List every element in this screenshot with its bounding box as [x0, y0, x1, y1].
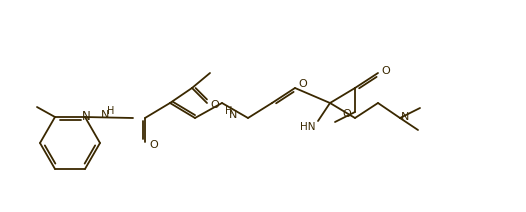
Text: O: O	[342, 109, 351, 119]
Text: N: N	[229, 110, 237, 120]
Text: N: N	[82, 110, 90, 123]
Text: O: O	[210, 100, 219, 110]
Text: O: O	[382, 66, 390, 76]
Text: H: H	[107, 106, 115, 116]
Text: HN: HN	[300, 122, 316, 132]
Text: H: H	[225, 106, 232, 116]
Text: O: O	[149, 140, 158, 150]
Text: N: N	[101, 110, 109, 120]
Text: N: N	[401, 112, 409, 122]
Text: O: O	[299, 79, 307, 89]
